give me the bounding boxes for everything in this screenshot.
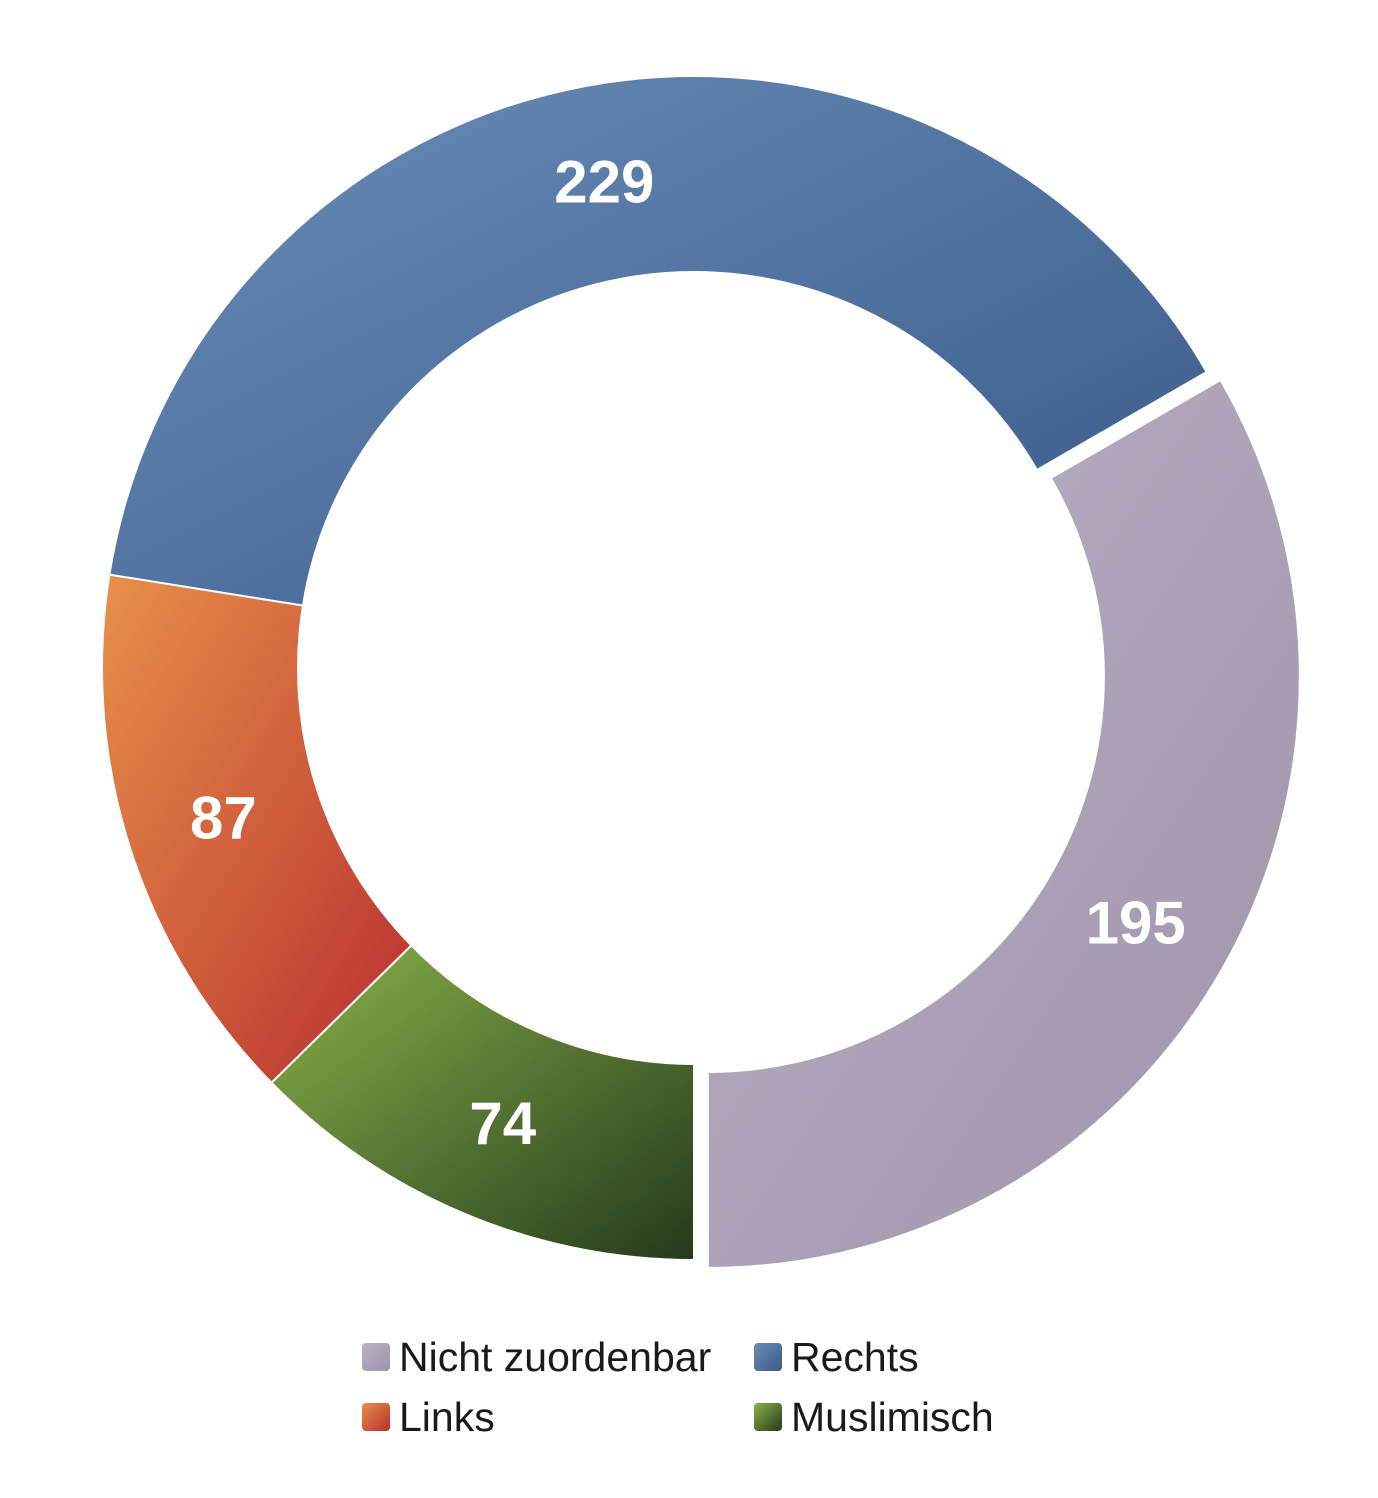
legend: Nicht zuordenbar Rechts Links Muslimisch: [362, 1334, 1054, 1440]
slice-rechts: [108, 75, 1209, 607]
legend-item-rechts: Rechts: [754, 1334, 1054, 1380]
legend-item-nicht-zuordenbar: Nicht zuordenbar: [362, 1334, 754, 1380]
donut-chart-svg: 74 87 229 195: [101, 75, 1301, 1270]
data-label-rechts: 229: [554, 149, 654, 216]
legend-swatch-nicht-zuordenbar: [362, 1343, 390, 1371]
legend-item-links: Links: [362, 1394, 754, 1440]
legend-swatch-rechts: [754, 1343, 782, 1371]
legend-swatch-links: [362, 1403, 390, 1431]
legend-label-links: Links: [399, 1393, 495, 1440]
data-label-muslimisch: 74: [469, 1090, 536, 1157]
legend-item-muslimisch: Muslimisch: [754, 1394, 1054, 1440]
data-label-nicht-zuordenbar: 195: [1086, 890, 1186, 957]
legend-label-rechts: Rechts: [791, 1333, 919, 1380]
slice-links: [101, 573, 413, 1085]
slice-muslimisch: [270, 943, 695, 1262]
legend-label-muslimisch: Muslimisch: [791, 1393, 994, 1440]
data-labels-layer: 74 87 229 195: [190, 149, 1186, 1157]
legend-swatch-muslimisch: [754, 1403, 782, 1431]
legend-label-nicht-zuordenbar: Nicht zuordenbar: [399, 1333, 712, 1380]
data-label-links: 87: [190, 785, 257, 852]
slice-nicht-zuordenbar: [706, 378, 1301, 1270]
slices-layer: [101, 75, 1301, 1270]
